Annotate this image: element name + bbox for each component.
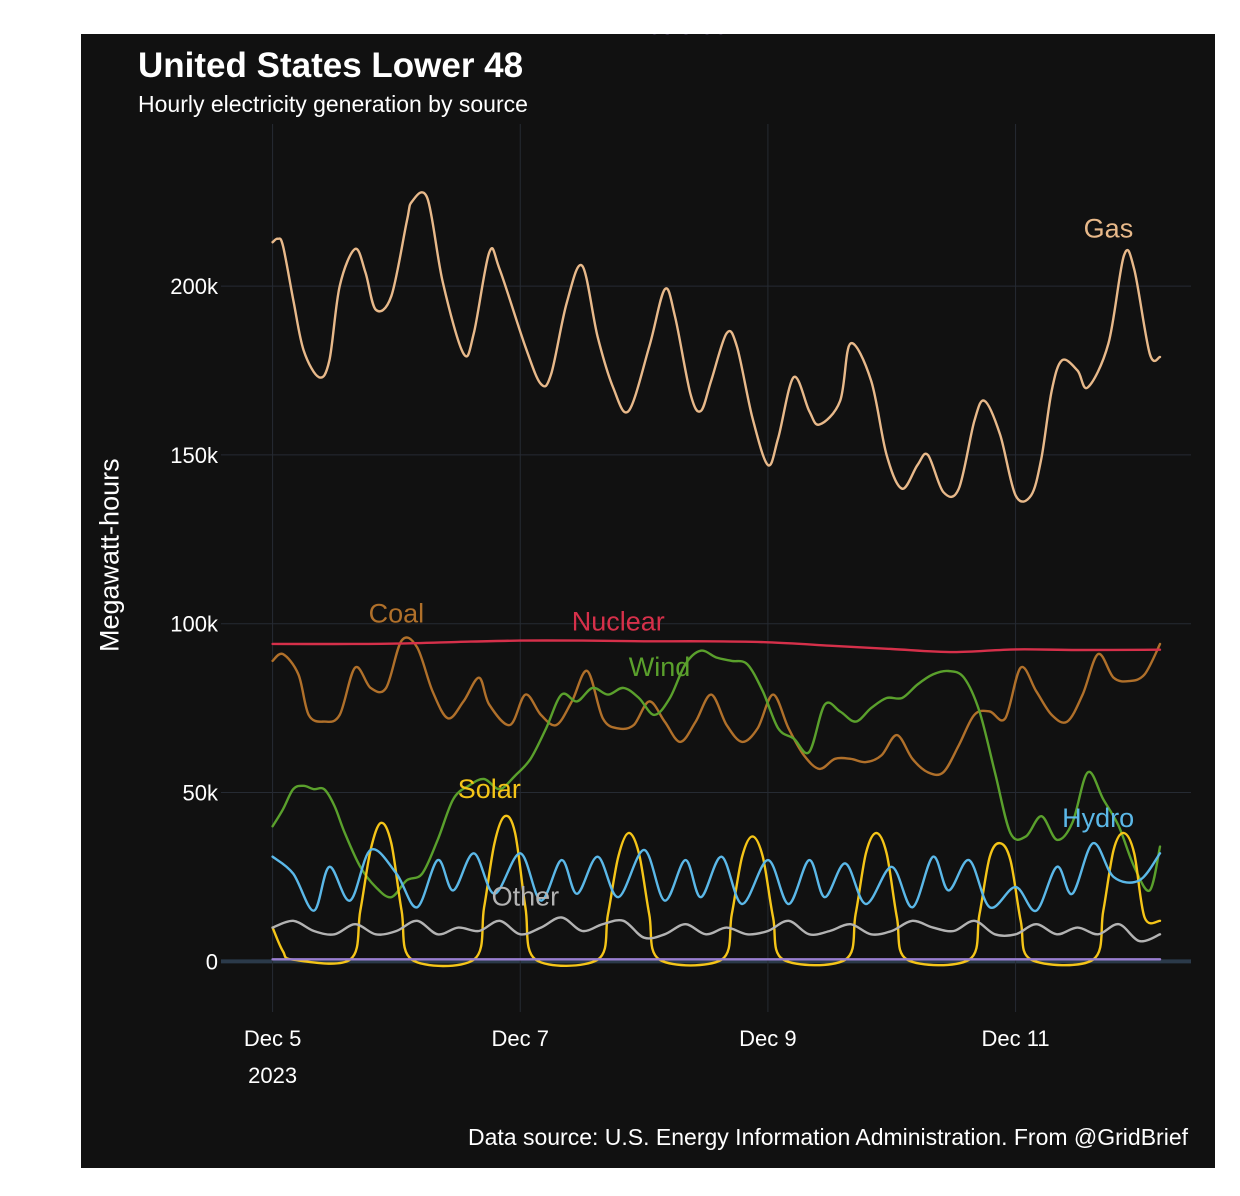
series-label-wind: Wind [629,652,691,682]
grid [221,124,1191,1012]
series-line-wind [271,649,1162,899]
x-tick-label: Dec 9 [739,1026,796,1051]
series-label-coal: Coal [369,599,425,629]
series-label-gas: Gas [1084,214,1134,244]
series-label-petroleum: Petroleum [629,34,752,40]
y-tick-label: 200k [170,274,219,299]
y-tick-label: 100k [170,612,219,637]
series-line-hydro [271,842,1162,912]
y-tick-label: 150k [170,443,219,468]
chart-panel: Gas Coal Nuclear Wind Solar Hydro Other Petrole… [81,34,1215,1168]
series-label-nuclear: Nuclear [572,607,665,637]
series-labels: Gas Coal Nuclear Wind Solar Hydro Other Petrole… [369,34,1134,911]
y-axis-label: Megawatt-hours [94,458,125,652]
series-line-solar [271,814,1162,968]
data-source-caption: Data source: U.S. Energy Information Adm… [468,1124,1188,1150]
series-line-gas [271,191,1162,503]
x-tick-label: Dec 7 [492,1026,549,1051]
chart-subtitle: Hourly electricity generation by source [138,91,528,117]
x-tick-label: Dec 5 [244,1026,301,1051]
chart-svg: Gas Coal Nuclear Wind Solar Hydro Other Petrole… [170,34,1191,1088]
chart-title: United States Lower 48 [138,46,524,85]
series-label-other: Other [492,881,560,911]
series-line-nuclear [271,639,1162,654]
series-label-solar: Solar [458,774,521,804]
x-tick-label: Dec 11 [982,1026,1050,1051]
y-tick-label: 50k [183,781,219,806]
series-label-hydro: Hydro [1062,803,1134,833]
x-tick-sublabel: 2023 [248,1063,297,1088]
series-lines [271,191,1162,968]
y-tick-label: 0 [206,949,218,974]
series-line-other [271,916,1162,943]
axis-ticks: 0 50k 100k 150k 200k Dec 5 2023 Dec 7 Dec 9 Dec 1… [170,274,1049,1088]
series-line-coal [271,636,1162,777]
